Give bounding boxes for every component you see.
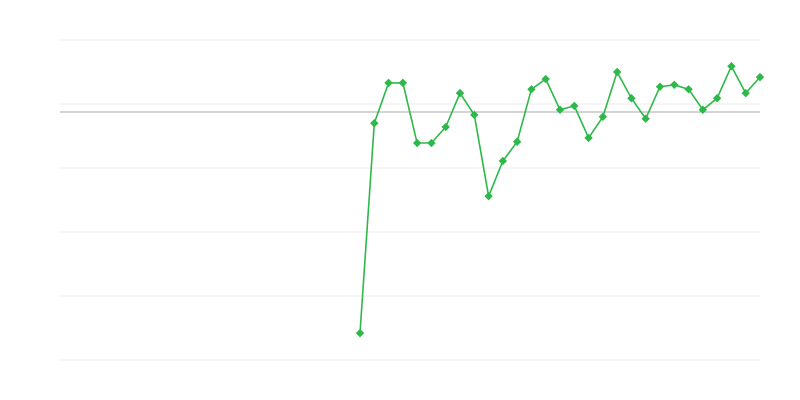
data-point bbox=[755, 72, 765, 82]
data-point bbox=[727, 62, 736, 71]
data-point bbox=[684, 85, 693, 94]
data-point bbox=[470, 110, 479, 120]
data-point bbox=[484, 191, 493, 201]
data-point bbox=[370, 119, 379, 128]
data-point bbox=[498, 156, 508, 166]
data-point bbox=[541, 74, 550, 84]
data-point bbox=[412, 138, 422, 148]
data-point bbox=[641, 114, 650, 123]
data-point bbox=[384, 78, 393, 88]
data-point bbox=[655, 82, 665, 91]
data-point bbox=[555, 105, 565, 114]
data-point bbox=[712, 94, 722, 103]
data-point bbox=[512, 137, 522, 146]
data-point bbox=[398, 78, 408, 88]
data-point bbox=[741, 88, 750, 98]
data-point bbox=[527, 85, 536, 94]
data-point bbox=[355, 328, 365, 338]
series-markers bbox=[355, 62, 765, 338]
data-point bbox=[698, 105, 708, 114]
data-point bbox=[441, 122, 450, 132]
data-point bbox=[584, 133, 593, 143]
gridlines bbox=[60, 39, 760, 361]
data-point bbox=[455, 88, 465, 98]
data-point bbox=[598, 112, 608, 121]
data-point bbox=[627, 94, 636, 103]
data-point bbox=[570, 101, 579, 111]
data-point bbox=[612, 67, 622, 77]
data-point bbox=[670, 80, 679, 89]
data-point bbox=[427, 138, 436, 148]
